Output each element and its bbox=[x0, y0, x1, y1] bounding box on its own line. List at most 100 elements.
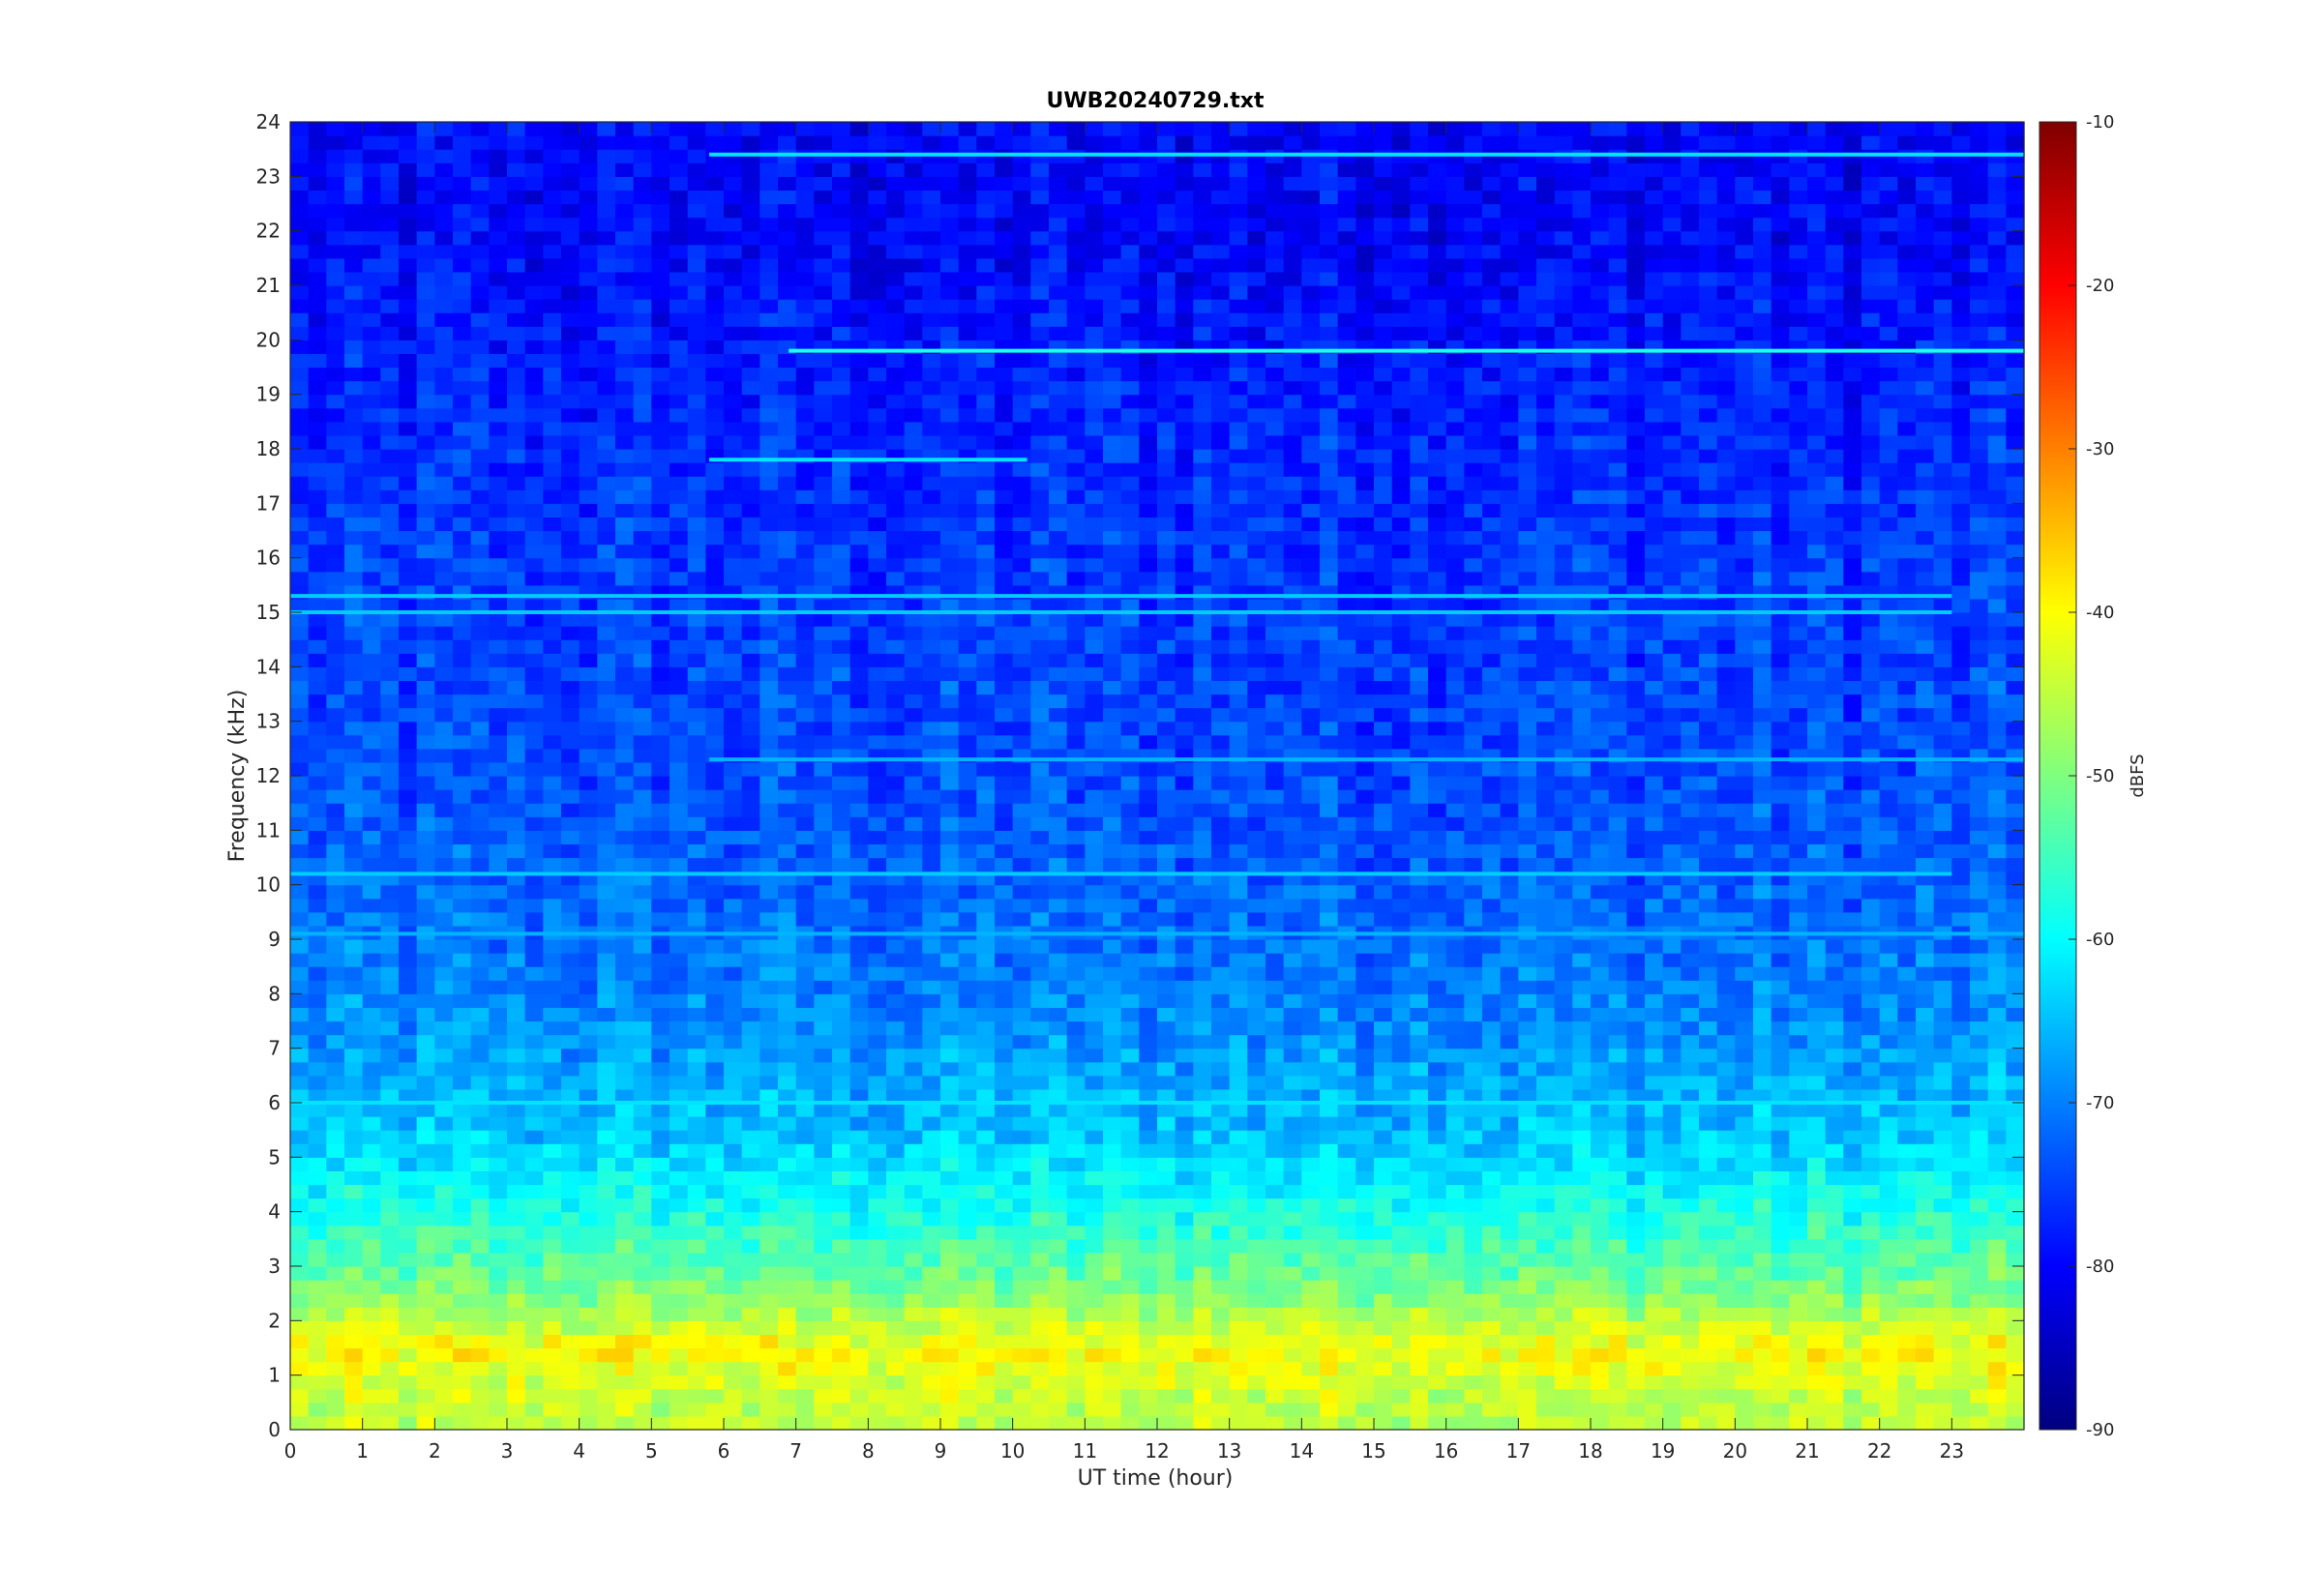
heatmap-cell bbox=[1970, 1266, 1989, 1281]
heatmap-cell bbox=[1464, 1143, 1483, 1158]
heatmap-cell bbox=[1735, 1007, 1754, 1022]
heatmap-cell bbox=[1049, 1266, 1068, 1281]
heatmap-cell bbox=[1139, 803, 1158, 817]
heatmap-cell bbox=[651, 884, 670, 900]
heatmap-cell bbox=[1518, 1293, 1537, 1308]
heatmap-cell bbox=[1916, 1170, 1935, 1186]
heatmap-cell bbox=[2006, 761, 2025, 777]
heatmap-cell bbox=[579, 1143, 598, 1158]
heatmap-cell bbox=[290, 1307, 310, 1321]
heatmap-cell bbox=[1049, 1361, 1068, 1376]
heatmap-cell bbox=[380, 857, 400, 872]
heatmap-cell bbox=[1464, 1361, 1483, 1376]
heatmap-cell bbox=[1157, 857, 1176, 872]
heatmap-cell bbox=[886, 843, 906, 859]
heatmap-cell bbox=[1735, 1334, 1754, 1349]
heatmap-cell bbox=[1391, 1034, 1411, 1049]
heatmap-cell bbox=[1157, 1211, 1176, 1227]
heatmap-cell bbox=[1012, 1143, 1031, 1158]
heatmap-cell bbox=[1175, 1225, 1194, 1240]
heatmap-cell bbox=[362, 1211, 381, 1227]
heatmap-cell bbox=[1193, 1266, 1212, 1281]
heatmap-cell bbox=[2006, 1061, 2025, 1077]
heatmap-cell bbox=[1753, 830, 1772, 845]
heatmap-cell bbox=[1753, 911, 1772, 927]
heatmap-cell bbox=[1771, 1402, 1790, 1417]
heatmap-cell bbox=[670, 734, 689, 750]
heatmap-cell bbox=[308, 1075, 327, 1090]
heatmap-cell bbox=[1120, 1415, 1140, 1431]
heatmap-cell bbox=[1482, 939, 1502, 954]
heatmap-cell bbox=[1175, 857, 1194, 872]
heatmap-cell bbox=[1139, 1307, 1158, 1321]
heatmap-cell bbox=[1789, 1088, 1808, 1104]
heatmap-cell bbox=[1897, 1415, 1917, 1431]
heatmap-cell bbox=[1591, 1347, 1610, 1363]
heatmap-cell bbox=[1518, 843, 1537, 859]
heatmap-cell bbox=[741, 1048, 760, 1063]
heatmap-cell bbox=[1030, 1034, 1050, 1049]
heatmap-cell bbox=[561, 1103, 580, 1117]
heatmap-cell bbox=[1716, 776, 1736, 790]
heatmap-cell bbox=[741, 1211, 760, 1227]
heatmap-cell bbox=[922, 1157, 941, 1172]
heatmap-cell bbox=[633, 803, 652, 817]
heatmap-cell bbox=[1320, 1280, 1339, 1294]
heatmap-cell bbox=[868, 803, 887, 817]
heatmap-cell bbox=[1843, 1020, 1862, 1036]
heatmap-cell bbox=[1085, 803, 1104, 817]
heatmap-cell bbox=[705, 953, 725, 967]
heatmap-cell bbox=[1030, 1347, 1050, 1363]
heatmap-cell bbox=[1139, 1334, 1158, 1349]
heatmap-cell bbox=[543, 1157, 562, 1172]
heatmap-cell bbox=[976, 776, 996, 790]
heatmap-cell bbox=[1789, 734, 1808, 750]
heatmap-cell bbox=[904, 1402, 923, 1417]
heatmap-cell bbox=[1049, 1197, 1068, 1213]
heatmap-cell bbox=[1951, 953, 1971, 967]
heatmap-cell bbox=[1933, 1170, 1952, 1186]
heatmap-cell bbox=[416, 857, 435, 872]
heatmap-cell bbox=[290, 1034, 310, 1049]
heatmap-cell bbox=[543, 1048, 562, 1063]
heatmap-cell bbox=[868, 966, 887, 981]
heatmap-cell bbox=[416, 830, 435, 845]
heatmap-cell bbox=[362, 748, 381, 763]
heatmap-cell bbox=[1229, 1361, 1248, 1376]
heatmap-cell bbox=[1861, 1103, 1881, 1117]
heatmap-cell bbox=[579, 1103, 598, 1117]
heatmap-cell bbox=[1681, 843, 1700, 859]
heatmap-cell bbox=[1175, 816, 1194, 831]
heatmap-cell bbox=[470, 993, 490, 1009]
heatmap-cell bbox=[470, 1116, 490, 1131]
heatmap-cell bbox=[1374, 830, 1393, 845]
heatmap-cell bbox=[1807, 789, 1827, 804]
heatmap-cell bbox=[1699, 1307, 1718, 1321]
heatmap-cell bbox=[940, 1361, 960, 1376]
heatmap-cell bbox=[1355, 1415, 1375, 1431]
heatmap-cell bbox=[1120, 721, 1140, 736]
heatmap-cell bbox=[1916, 1034, 1935, 1049]
heatmap-cell bbox=[1337, 1361, 1356, 1376]
heatmap-cell bbox=[1536, 761, 1556, 777]
heatmap-cell bbox=[1554, 1048, 1573, 1063]
heatmap-cell bbox=[1807, 884, 1827, 900]
heatmap-cell bbox=[1175, 789, 1194, 804]
heatmap-cell bbox=[1428, 966, 1447, 981]
heatmap-cell bbox=[543, 1034, 562, 1049]
heatmap-cell bbox=[1445, 857, 1465, 872]
heatmap-cell bbox=[1843, 1252, 1862, 1267]
heatmap-cell bbox=[1753, 761, 1772, 777]
heatmap-cell bbox=[489, 1320, 508, 1336]
heatmap-cell bbox=[922, 1334, 941, 1349]
heatmap-cell bbox=[995, 1020, 1014, 1036]
heatmap-cell bbox=[1662, 1252, 1682, 1267]
heatmap-cell bbox=[453, 1266, 472, 1281]
heatmap-cell bbox=[1445, 803, 1465, 817]
heatmap-cell bbox=[1265, 1007, 1285, 1022]
heatmap-cell bbox=[849, 953, 869, 967]
heatmap-cell bbox=[1012, 1307, 1031, 1321]
heatmap-cell bbox=[958, 1361, 977, 1376]
heatmap-cell bbox=[1735, 761, 1754, 777]
heatmap-cell bbox=[1030, 1415, 1050, 1431]
